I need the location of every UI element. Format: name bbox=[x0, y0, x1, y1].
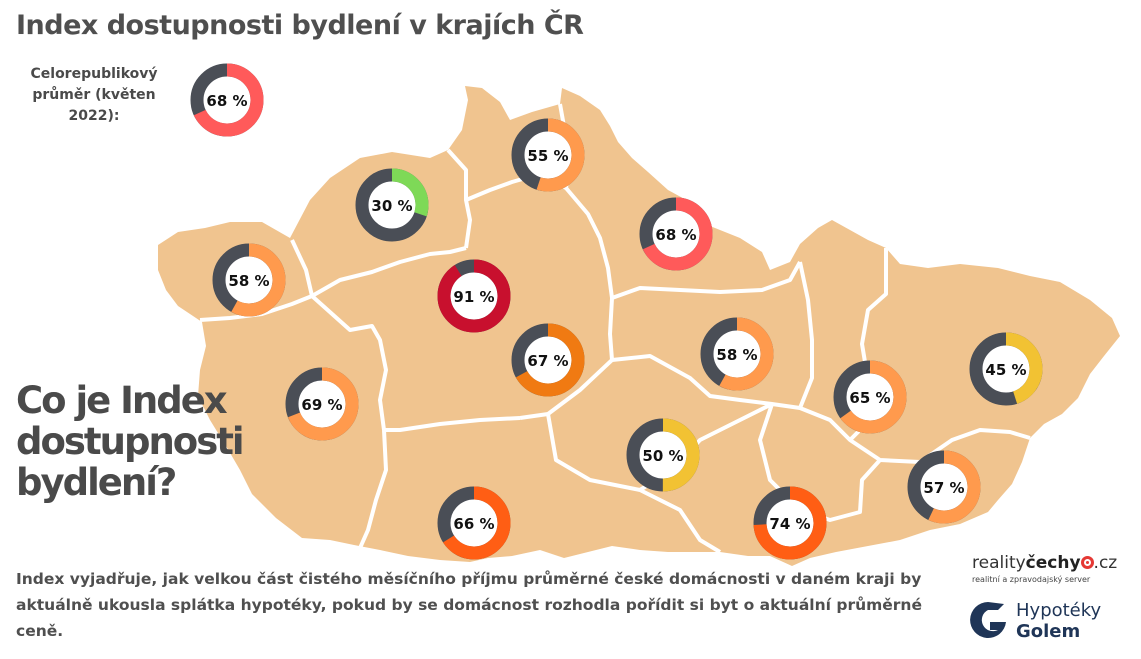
region-donut-11: 50 % bbox=[626, 418, 700, 492]
region-donut-12-arc bbox=[437, 486, 511, 560]
region-donut-2-arc bbox=[355, 168, 429, 242]
logo-cechy-text: čechy bbox=[1025, 553, 1081, 573]
logo-domain-suffix: .cz bbox=[1093, 553, 1118, 573]
region-donut-6-arc bbox=[511, 323, 585, 397]
national-average-label: Celorepublikový průměr (květen 2022): bbox=[30, 66, 158, 124]
region-donut-8-arc bbox=[285, 367, 359, 441]
region-donut-9: 65 % bbox=[833, 360, 907, 434]
region-donut-4-label: 58 % bbox=[228, 272, 269, 290]
region-donut-12-label: 66 % bbox=[453, 515, 494, 533]
golem-line2: Golem bbox=[1016, 621, 1081, 642]
region-donut-13: 74 % bbox=[753, 486, 827, 560]
national-average-donut-ring-arc bbox=[190, 63, 264, 137]
region-donut-3: 68 % bbox=[639, 197, 713, 271]
region-donut-14: 57 % bbox=[907, 450, 981, 524]
region-donut-6: 67 % bbox=[511, 323, 585, 397]
realitycechy-logo-wordmark: realityčechy .cz bbox=[972, 553, 1132, 573]
region-donut-2: 30 % bbox=[355, 168, 429, 242]
region-donut-1-label: 55 % bbox=[527, 147, 568, 165]
region-donut-6-label: 67 % bbox=[527, 352, 568, 370]
region-donut-3-label: 68 % bbox=[655, 226, 696, 244]
region-donut-3-arc bbox=[639, 197, 713, 271]
region-donut-14-arc bbox=[907, 450, 981, 524]
national-average-donut-ring: 68 % bbox=[190, 63, 264, 137]
region-donut-7-arc bbox=[700, 317, 774, 391]
region-donut-10-label: 45 % bbox=[985, 361, 1026, 379]
region-donut-5: 91 % bbox=[437, 259, 511, 333]
region-donut-13-arc bbox=[753, 486, 827, 560]
region-donut-8-label: 69 % bbox=[301, 396, 342, 414]
page-title: Index dostupnosti bydlení v krajích ČR bbox=[16, 10, 584, 41]
index-description: Index vyjadřuje, jak velkou část čistého… bbox=[16, 570, 922, 640]
realitycechy-tagline: realitní a zpravodajský server bbox=[972, 575, 1091, 584]
target-icon bbox=[1080, 556, 1094, 569]
region-donut-11-label: 50 % bbox=[642, 447, 683, 465]
hypoteky-golem-logo[interactable]: Hypotéky Golem bbox=[968, 598, 1138, 646]
region-donut-1: 55 % bbox=[511, 118, 585, 192]
region-donut-7-label: 58 % bbox=[716, 346, 757, 364]
golem-logo-text: Hypotéky Golem bbox=[1016, 600, 1101, 642]
region-donut-12: 66 % bbox=[437, 486, 511, 560]
national-average-donut: 68 % bbox=[190, 63, 264, 137]
region-donut-8: 69 % bbox=[285, 367, 359, 441]
region-donut-1-arc bbox=[511, 118, 585, 192]
national-average-donut-ring-label: 68 % bbox=[206, 92, 247, 110]
region-donut-9-label: 65 % bbox=[849, 389, 890, 407]
region-donut-2-label: 30 % bbox=[371, 197, 412, 215]
faq-heading: Co je Index dostupnosti bydlení? bbox=[16, 379, 245, 504]
region-donut-4-arc bbox=[212, 243, 286, 317]
region-donut-5-arc bbox=[437, 259, 511, 333]
golem-g-icon bbox=[970, 602, 1006, 638]
logo-reality-text: reality bbox=[972, 553, 1026, 573]
region-donuts: 55 % 30 % 68 % 58 % 91 % 67 % 58 % 69 % 65 % 45 %… bbox=[212, 118, 1043, 560]
region-donut-11-arc bbox=[626, 418, 700, 492]
region-donut-10-arc bbox=[969, 332, 1043, 406]
realitycechy-logo[interactable]: realityčechy .cz realitní a zpravodajský … bbox=[972, 553, 1132, 589]
golem-line1: Hypotéky bbox=[1016, 600, 1102, 621]
region-donut-7: 58 % bbox=[700, 317, 774, 391]
region-donut-14-label: 57 % bbox=[923, 479, 964, 497]
region-donut-13-label: 74 % bbox=[769, 515, 810, 533]
region-donut-5-label: 91 % bbox=[453, 288, 494, 306]
region-donut-4: 58 % bbox=[212, 243, 286, 317]
region-donut-9-arc bbox=[833, 360, 907, 434]
region-donut-10: 45 % bbox=[969, 332, 1043, 406]
